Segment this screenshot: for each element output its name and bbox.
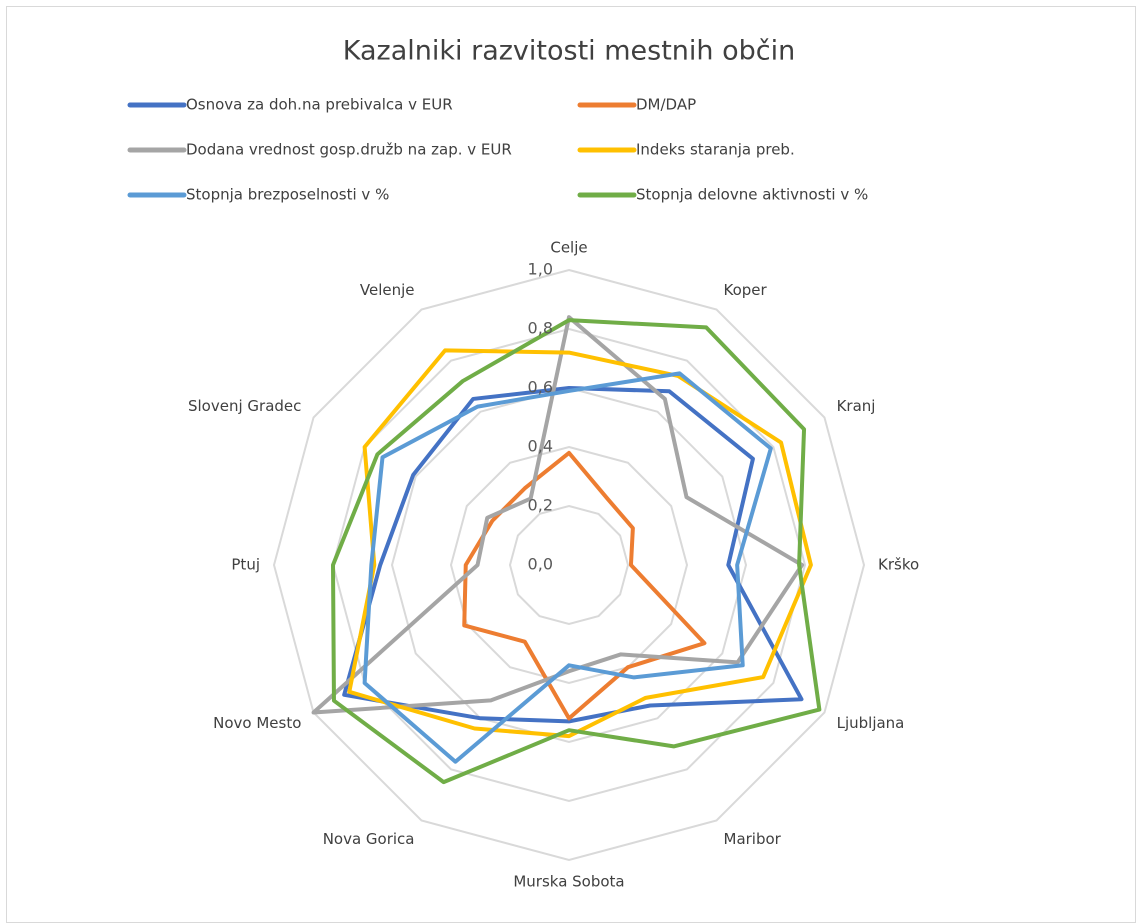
category-label: Krško <box>878 556 919 574</box>
category-label: Slovenj Gradec <box>188 397 301 415</box>
series-line <box>462 450 707 721</box>
legend-label: Dodana vrednost gosp.družb na zap. v EUR <box>186 141 512 159</box>
tick-label: 0,8 <box>528 319 553 338</box>
category-label: Koper <box>724 281 768 299</box>
category-label: Novo Mesto <box>213 714 301 732</box>
grid-line <box>390 386 748 744</box>
series-line <box>331 318 822 785</box>
tick-label: 0,6 <box>528 378 553 397</box>
series-line <box>347 348 813 739</box>
chart-title: Kazalniki razvitosti mestnih občin <box>343 36 795 67</box>
legend-label: Indeks staranja preb. <box>636 141 795 159</box>
series-line <box>311 315 805 715</box>
category-label: Kranj <box>837 397 876 415</box>
series-line <box>342 386 804 724</box>
tick-label: 1,0 <box>528 260 553 279</box>
category-label: Ljubljana <box>837 714 905 732</box>
legend-label: DM/DAP <box>636 96 696 114</box>
series-line <box>362 371 773 764</box>
tick-label: 0,2 <box>528 496 553 515</box>
tick-label: 0,0 <box>528 555 553 574</box>
category-label: Velenje <box>360 281 415 299</box>
category-label: Celje <box>550 239 587 257</box>
category-label: Murska Sobota <box>513 873 624 891</box>
legend-label: Osnova za doh.na prebivalca v EUR <box>186 96 453 114</box>
legend-label: Stopnja delovne aktivnosti v % <box>636 186 868 204</box>
category-label: Nova Gorica <box>323 830 415 848</box>
grid-line <box>272 268 866 862</box>
grid-line <box>449 445 689 685</box>
category-label: Maribor <box>724 830 782 848</box>
tick-label: 0,4 <box>528 437 553 456</box>
grid-line <box>508 504 630 626</box>
chart-frame <box>6 6 1136 923</box>
legend-label: Stopnja brezposelnosti v % <box>186 186 389 204</box>
category-label: Ptuj <box>231 556 260 574</box>
